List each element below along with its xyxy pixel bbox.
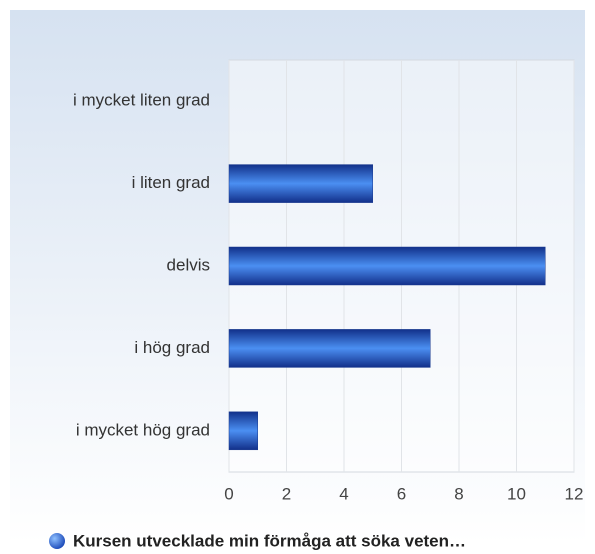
y-tick-label: delvis: [167, 255, 210, 274]
y-tick-label: i hög grad: [134, 338, 210, 357]
bar: [228, 246, 546, 286]
x-tick-label: 2: [282, 484, 291, 503]
legend-marker: [49, 533, 65, 549]
x-tick-label: 0: [224, 484, 233, 503]
x-tick-label: 10: [507, 484, 526, 503]
y-tick-label: i mycket liten grad: [73, 91, 210, 110]
x-tick-label: 6: [397, 484, 406, 503]
x-tick-label: 8: [454, 484, 463, 503]
y-tick-label: i liten grad: [132, 173, 210, 192]
x-tick-label: 12: [565, 484, 584, 503]
bar: [228, 164, 373, 203]
bar: [228, 329, 431, 368]
bar: [228, 411, 258, 451]
y-tick-label: i mycket hög grad: [76, 420, 210, 439]
legend-label: Kursen utvecklade min förmåga att söka v…: [73, 531, 466, 550]
x-tick-label: 4: [339, 484, 348, 503]
